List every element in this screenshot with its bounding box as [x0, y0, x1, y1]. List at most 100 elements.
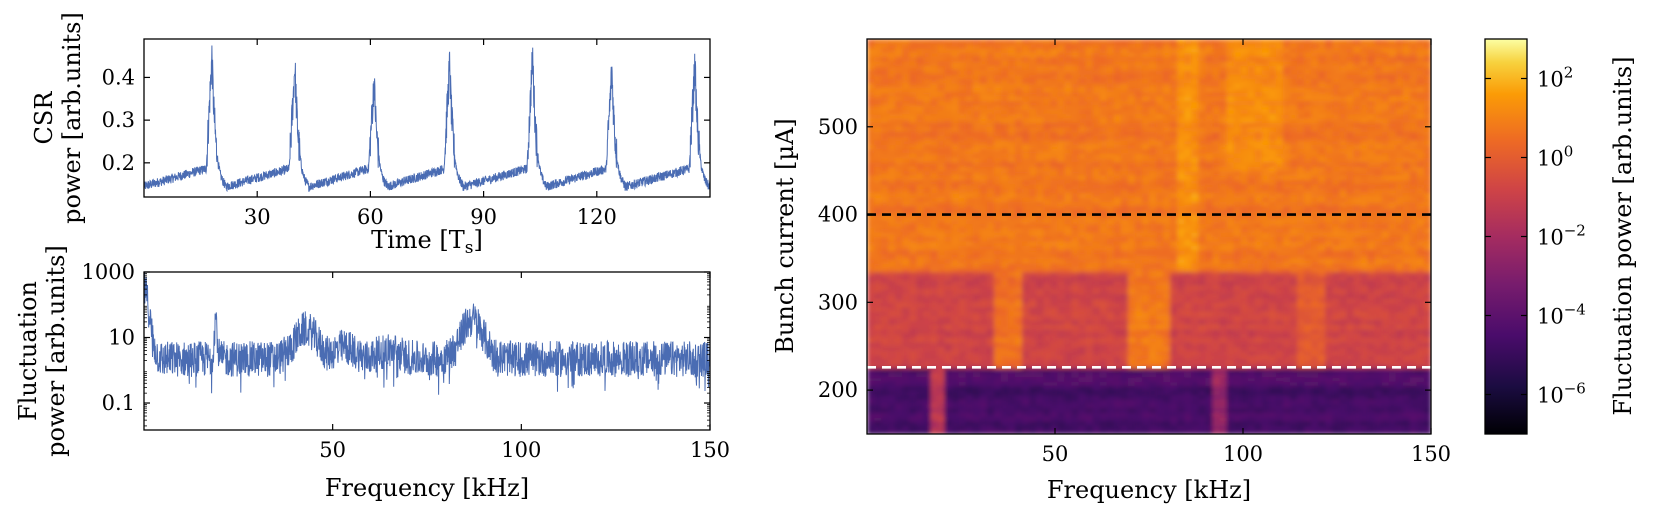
heatmap-cell [1254, 398, 1263, 404]
heatmap-cell [958, 218, 967, 224]
heatmap-cell [1092, 170, 1101, 176]
heatmap-cell [1353, 223, 1362, 229]
heatmap-cell [1022, 328, 1030, 334]
heatmap-cell [1092, 333, 1101, 339]
heatmap-cell [1092, 197, 1101, 202]
heatmap-cell [888, 289, 896, 295]
heatmap-cell [1205, 324, 1214, 330]
heatmap-cell [1149, 280, 1157, 286]
heatmap-cell [1191, 214, 1199, 220]
heatmap-cell [1226, 232, 1235, 238]
heatmap-cell [902, 201, 910, 207]
heatmap-cell [895, 227, 903, 233]
heatmap-cell [1099, 346, 1108, 352]
heatmap-cell [1141, 201, 1150, 207]
heatmap-cell [1402, 311, 1411, 317]
heatmap-cell [1205, 293, 1214, 299]
heatmap-cell [1282, 210, 1291, 216]
heatmap-cell [895, 328, 903, 334]
heatmap-cell [1141, 175, 1150, 181]
heatmap-cell [986, 267, 995, 273]
heatmap-cell [1233, 276, 1242, 281]
heatmap-cell [1127, 175, 1136, 181]
heatmap-cell [1050, 302, 1058, 308]
heatmap-cell [1353, 197, 1362, 202]
heatmap-cell [895, 254, 903, 260]
heatmap-cell [1346, 284, 1355, 290]
heatmap-cell [930, 420, 939, 426]
heatmap-cell [1120, 328, 1129, 334]
heatmap-cell [1290, 254, 1298, 260]
heatmap-cell [1332, 337, 1340, 343]
heatmap-cell [1374, 368, 1383, 374]
heatmap-cell [944, 412, 953, 418]
heatmap-cell [1219, 192, 1228, 198]
heatmap-cell [1029, 333, 1037, 339]
heatmap-cell [1036, 333, 1044, 339]
heatmap-cell [1290, 236, 1298, 242]
heatmap-cell [937, 376, 946, 382]
heatmap-cell [1205, 403, 1214, 409]
heatmap-cell [1423, 337, 1431, 343]
heatmap-cell [1106, 306, 1115, 312]
heatmap-cell [1282, 385, 1291, 391]
heatmap-cell [972, 236, 981, 242]
heatmap-cell [1318, 416, 1326, 422]
heatmap-cell [1000, 245, 1009, 251]
heatmap-cell [1078, 245, 1087, 251]
heatmap-cell [965, 311, 974, 317]
heatmap-cell [1043, 192, 1051, 198]
heatmap-cell [1029, 192, 1037, 198]
heatmap-cell [1240, 218, 1249, 224]
heatmap-cell [867, 179, 875, 185]
heatmap-cell [1156, 166, 1164, 172]
heatmap-cell [1402, 267, 1411, 273]
heatmap-cell [958, 175, 967, 181]
heatmap-cell [951, 416, 960, 422]
heatmap-cell [951, 188, 960, 194]
heatmap-cell [1000, 175, 1009, 181]
heatmap-cell [1388, 262, 1397, 268]
heatmap-cell [1022, 425, 1030, 431]
heatmap-cell [1071, 188, 1080, 194]
heatmap-cell [1367, 232, 1376, 238]
heatmap-cell [1191, 302, 1199, 308]
heatmap-cell [937, 368, 946, 374]
heatmap-cell [1304, 284, 1312, 290]
heatmap-cell [1078, 390, 1087, 396]
heatmap-cell [1127, 223, 1136, 229]
heatmap-cell [1275, 394, 1284, 400]
heatmap-cell [867, 227, 875, 233]
heatmap-cell [937, 372, 946, 378]
heatmap-cell [1071, 333, 1080, 339]
heatmap-cell [1085, 276, 1094, 281]
heatmap-cell [1240, 394, 1249, 400]
heatmap-cell [902, 385, 910, 391]
heatmap-cell [930, 398, 939, 404]
heatmap-cell [1134, 175, 1143, 181]
heatmap-cell [1022, 197, 1030, 202]
heatmap-cell [993, 297, 1002, 303]
heatmap-cell [1078, 355, 1087, 360]
heatmap-cell [1071, 192, 1080, 198]
heatmap-cell [1078, 416, 1087, 422]
heatmap-cell [1149, 359, 1157, 365]
heatmap-cell [986, 381, 995, 387]
heatmap-cell [993, 236, 1002, 242]
heatmap-cell [1191, 232, 1199, 238]
heatmap-cell [1395, 306, 1404, 312]
heatmap-cell [1170, 284, 1178, 290]
heatmap-cell [1092, 368, 1101, 374]
heatmap-cell [1275, 276, 1284, 281]
heatmap-cell [1170, 341, 1178, 347]
csr-x-ticks: 30 60 90 120 [244, 39, 617, 229]
heatmap-cell [965, 403, 974, 409]
heatmap-cell [1282, 175, 1291, 181]
heatmap-cell [1029, 398, 1037, 404]
heatmap-cell [937, 425, 946, 431]
heatmap-cell [1064, 197, 1073, 202]
heatmap-cell [1247, 183, 1256, 189]
heatmap-cell [1240, 249, 1249, 255]
heatmap-cell [874, 293, 882, 299]
heatmap-cell [1057, 183, 1065, 189]
